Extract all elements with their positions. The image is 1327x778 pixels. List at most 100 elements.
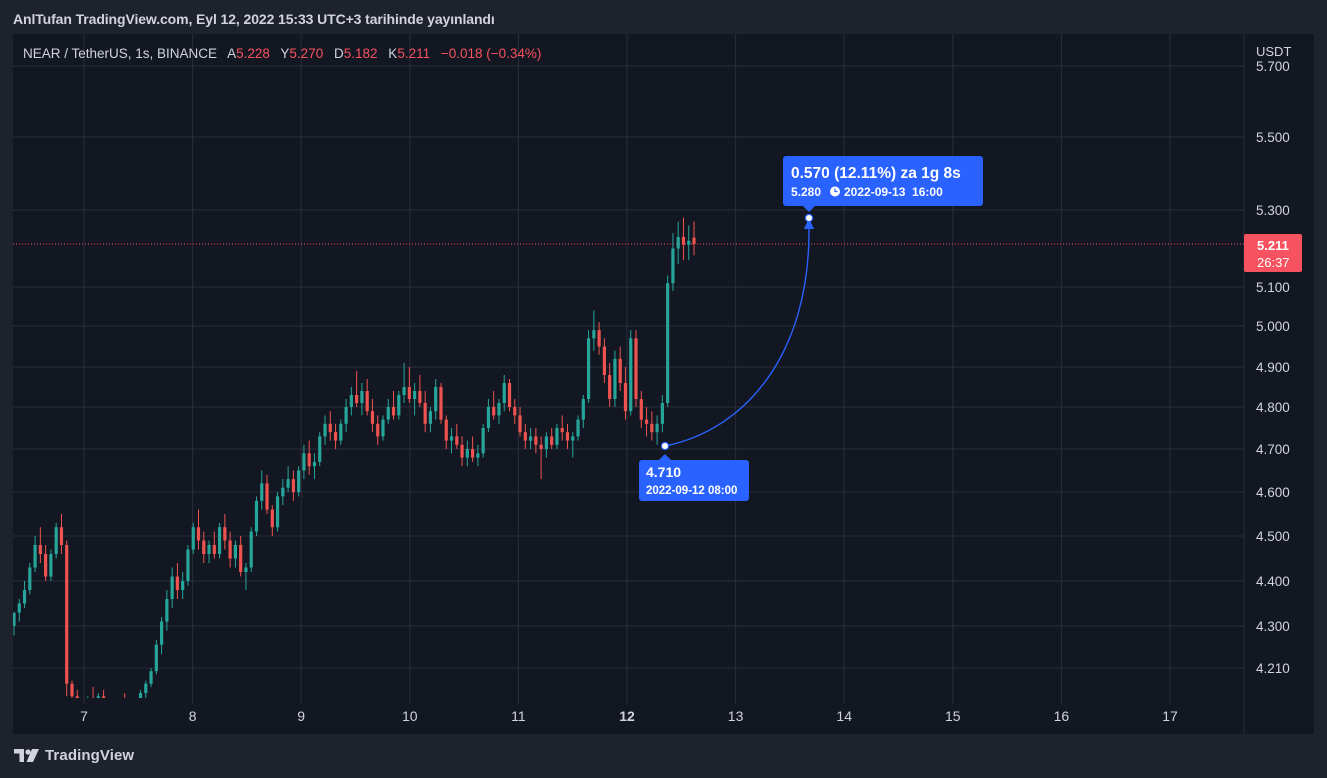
candle-body bbox=[571, 436, 575, 441]
grid-lines bbox=[13, 34, 1245, 734]
candle-body bbox=[149, 671, 153, 684]
candle-body bbox=[486, 407, 491, 428]
start-datetime: 2022-09-12 08:00 bbox=[646, 485, 737, 497]
candle-body bbox=[70, 683, 74, 697]
price-tick-label: 5.300 bbox=[1256, 203, 1290, 218]
chart-area[interactable] bbox=[13, 34, 1314, 734]
candle-body bbox=[254, 500, 259, 532]
tradingview-brand[interactable]: TradingView bbox=[14, 747, 134, 764]
start-point bbox=[660, 441, 670, 451]
bar-countdown: 26:37 bbox=[1257, 255, 1290, 270]
candle-body bbox=[434, 387, 438, 412]
candle-body bbox=[302, 453, 306, 471]
time-tick-label: 14 bbox=[836, 708, 852, 724]
candle-body bbox=[681, 236, 686, 245]
candle-body bbox=[333, 432, 338, 441]
candle-body bbox=[613, 358, 617, 399]
candle-body bbox=[318, 436, 322, 462]
candle-body bbox=[165, 599, 169, 622]
candle-body bbox=[223, 527, 227, 541]
candle-body bbox=[550, 436, 554, 445]
candle-body bbox=[386, 407, 390, 420]
candle-body bbox=[159, 621, 164, 645]
open-value: 5.228 bbox=[236, 46, 270, 61]
price-tick-label: 4.700 bbox=[1256, 442, 1290, 457]
candle-body bbox=[397, 395, 401, 416]
candle-body bbox=[618, 358, 622, 383]
candle-body bbox=[539, 444, 543, 449]
candle-body bbox=[428, 411, 433, 424]
publication-header: AnlTufan TradingView.com, Eyl 12, 2022 1… bbox=[0, 0, 1327, 34]
candle-body bbox=[692, 237, 696, 245]
candle-body bbox=[191, 527, 195, 550]
candle-body bbox=[355, 395, 359, 403]
time-tick-label: 11 bbox=[511, 708, 526, 724]
open-label: A bbox=[227, 46, 237, 61]
candle-body bbox=[65, 545, 69, 684]
price-tick-label: 4.600 bbox=[1256, 485, 1290, 500]
price-axis: 4.210 4.300 4.400 4.500 4.600 4.700 4.800 4.900… bbox=[1256, 59, 1290, 676]
time-tick-label: 7 bbox=[80, 708, 88, 724]
price-tick-label: 5.500 bbox=[1256, 130, 1290, 145]
price-axis-unit[interactable]: USDT bbox=[1256, 44, 1292, 59]
candle-body bbox=[128, 712, 131, 718]
time-tick-label: 16 bbox=[1054, 708, 1070, 724]
start-annotation[interactable]: 4.710 2022-09-12 08:00 bbox=[639, 454, 749, 501]
candle-body bbox=[629, 338, 633, 412]
measure-arrowhead bbox=[804, 218, 814, 229]
candle-body bbox=[455, 436, 459, 445]
candle-body bbox=[502, 383, 506, 403]
symbol-name[interactable]: NEAR / TetherUS, 1s, BINANCE bbox=[23, 46, 218, 61]
candle-body bbox=[291, 479, 295, 492]
target-annotation[interactable]: 0.570 (12.11%) za 1g 8s 5.280 2022-09-13… bbox=[783, 156, 983, 212]
candle-body bbox=[666, 283, 670, 403]
candle-body bbox=[344, 407, 348, 424]
candle-body bbox=[170, 576, 174, 599]
candle-body bbox=[212, 545, 216, 554]
candle-body bbox=[181, 581, 185, 590]
high-value: 5.270 bbox=[289, 46, 324, 61]
candle-body bbox=[476, 453, 480, 458]
price-tick-label: 4.400 bbox=[1256, 574, 1290, 589]
candle-body bbox=[370, 411, 375, 424]
candle-body bbox=[586, 338, 591, 399]
high-label: Y bbox=[280, 46, 290, 61]
candle-body bbox=[249, 531, 253, 568]
candle-body bbox=[376, 423, 380, 437]
price-tick-label: 4.300 bbox=[1256, 619, 1290, 634]
candle-body bbox=[650, 423, 654, 433]
candle-body bbox=[581, 399, 585, 420]
candle-body bbox=[297, 470, 301, 492]
candle-body bbox=[639, 399, 643, 420]
start-price: 4.710 bbox=[646, 464, 681, 480]
candle-body bbox=[312, 461, 317, 467]
measure-arc bbox=[664, 227, 810, 447]
target-datetime: 2022-09-13 16:00 bbox=[844, 185, 943, 199]
candle-body bbox=[365, 391, 369, 412]
candle-body bbox=[239, 545, 243, 572]
candle-body bbox=[17, 603, 21, 613]
close-label: K bbox=[388, 46, 398, 61]
change-value: −0.018 (−0.34%) bbox=[440, 46, 542, 61]
price-tick-label: 4.900 bbox=[1256, 360, 1290, 375]
candle-body bbox=[634, 338, 638, 399]
candle-body bbox=[96, 696, 100, 698]
price-tick-label: 4.800 bbox=[1256, 400, 1290, 415]
candle-body bbox=[144, 683, 148, 694]
candle-body bbox=[481, 428, 485, 454]
candle-body bbox=[49, 554, 53, 577]
low-label: D bbox=[333, 46, 344, 61]
candles bbox=[13, 217, 696, 721]
candle-body bbox=[286, 479, 290, 488]
candle-body bbox=[518, 415, 522, 433]
candle-body bbox=[202, 540, 206, 554]
time-tick-label: 12 bbox=[619, 708, 635, 724]
candle-body bbox=[275, 496, 280, 528]
candle-body bbox=[623, 383, 628, 412]
candle-body bbox=[134, 706, 137, 719]
time-axis: 7 8 9 10 11 12 13 14 15 16 17 bbox=[80, 708, 1178, 724]
candle-body bbox=[644, 419, 649, 424]
candle-body bbox=[113, 715, 116, 721]
candle-body bbox=[123, 703, 126, 712]
